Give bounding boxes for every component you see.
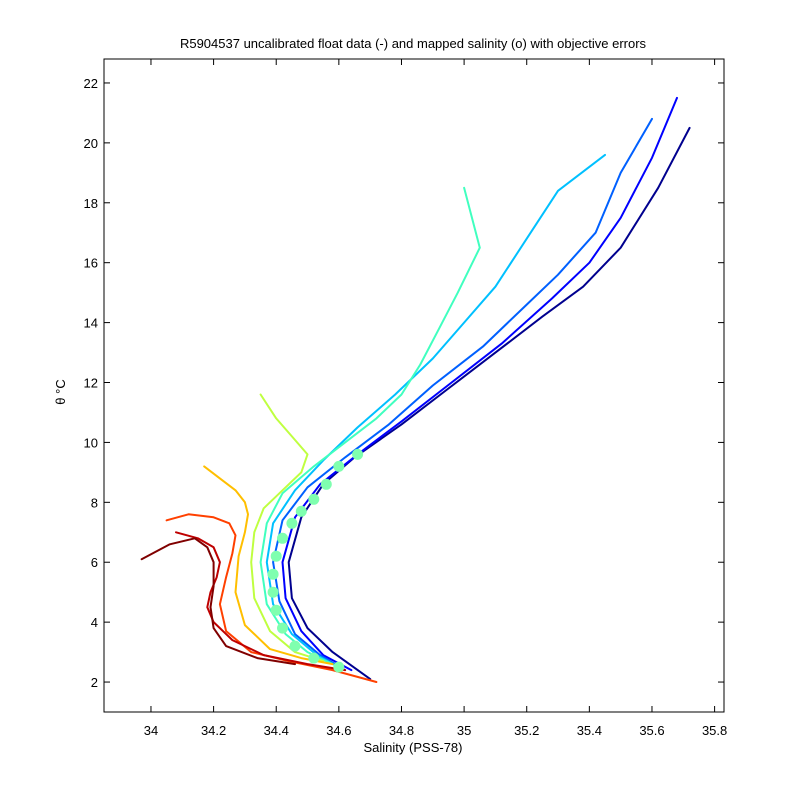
mapped-salinity-point-12 <box>308 493 320 505</box>
x-tick-label: 34.4 <box>264 723 289 738</box>
profile-line-5 <box>259 186 481 666</box>
mapped-salinity-point-6 <box>267 586 279 598</box>
x-axis: 34 34.2 34.4 34.6 34.8 35 35.2 35.4 35.6 35.8 <box>144 59 727 738</box>
y-axis-label: θ °C <box>53 379 68 404</box>
y-tick-label: 8 <box>91 495 98 510</box>
mapped-salinity-point-14 <box>333 460 345 472</box>
mapped-salinity-point-7 <box>267 568 279 580</box>
y-tick-label: 14 <box>84 316 98 331</box>
x-tick-label: 35.4 <box>577 723 602 738</box>
y-tick-label: 22 <box>84 76 98 91</box>
y-tick-label: 6 <box>91 555 98 570</box>
profile-line-7 <box>203 465 334 666</box>
profile-line-3 <box>272 117 653 672</box>
mapped-salinity-point-1 <box>333 661 345 673</box>
profile-line-10 <box>140 537 296 666</box>
mapped-salinity-point-2 <box>308 652 320 664</box>
x-axis-label: Salinity (PSS-78) <box>364 740 463 755</box>
y-tick-label: 20 <box>84 136 98 151</box>
profile-line-6 <box>250 393 325 663</box>
mapped-salinity-point-15 <box>352 448 364 460</box>
x-tick-label: 35.2 <box>514 723 539 738</box>
x-tick-label: 35 <box>457 723 471 738</box>
y-tick-label: 16 <box>84 256 98 271</box>
y-tick-label: 2 <box>91 675 98 690</box>
mapped-salinity-point-11 <box>295 505 307 517</box>
mapped-salinity-point-3 <box>289 640 301 652</box>
profile-line-1 <box>287 126 691 681</box>
x-tick-label: 35.6 <box>639 723 664 738</box>
mapped-salinity-point-4 <box>277 622 288 634</box>
y-axis: 2 4 6 8 10 12 14 16 18 20 22 <box>84 76 724 690</box>
plot-area <box>140 96 691 683</box>
x-tick-label: 34.8 <box>389 723 414 738</box>
y-tick-label: 18 <box>84 196 98 211</box>
chart-title: R5904537 uncalibrated float data (-) and… <box>180 36 647 51</box>
y-tick-label: 12 <box>84 376 98 391</box>
axes-box <box>103 58 725 713</box>
profile-line-4 <box>265 153 606 669</box>
y-tick-label: 10 <box>84 435 98 450</box>
profile-line-2 <box>281 96 678 672</box>
y-tick-label: 4 <box>91 615 98 630</box>
mapped-salinity-point-5 <box>270 604 282 616</box>
profile-line-9 <box>175 531 347 672</box>
x-tick-label: 35.8 <box>702 723 727 738</box>
x-tick-label: 34.2 <box>201 723 226 738</box>
mapped-salinity-point-9 <box>277 532 288 544</box>
mapped-salinity-point-13 <box>320 478 332 490</box>
mapped-salinity-point-10 <box>286 517 298 529</box>
mapped-salinity-point-8 <box>270 550 282 562</box>
x-tick-label: 34.6 <box>326 723 351 738</box>
x-tick-label: 34 <box>144 723 158 738</box>
